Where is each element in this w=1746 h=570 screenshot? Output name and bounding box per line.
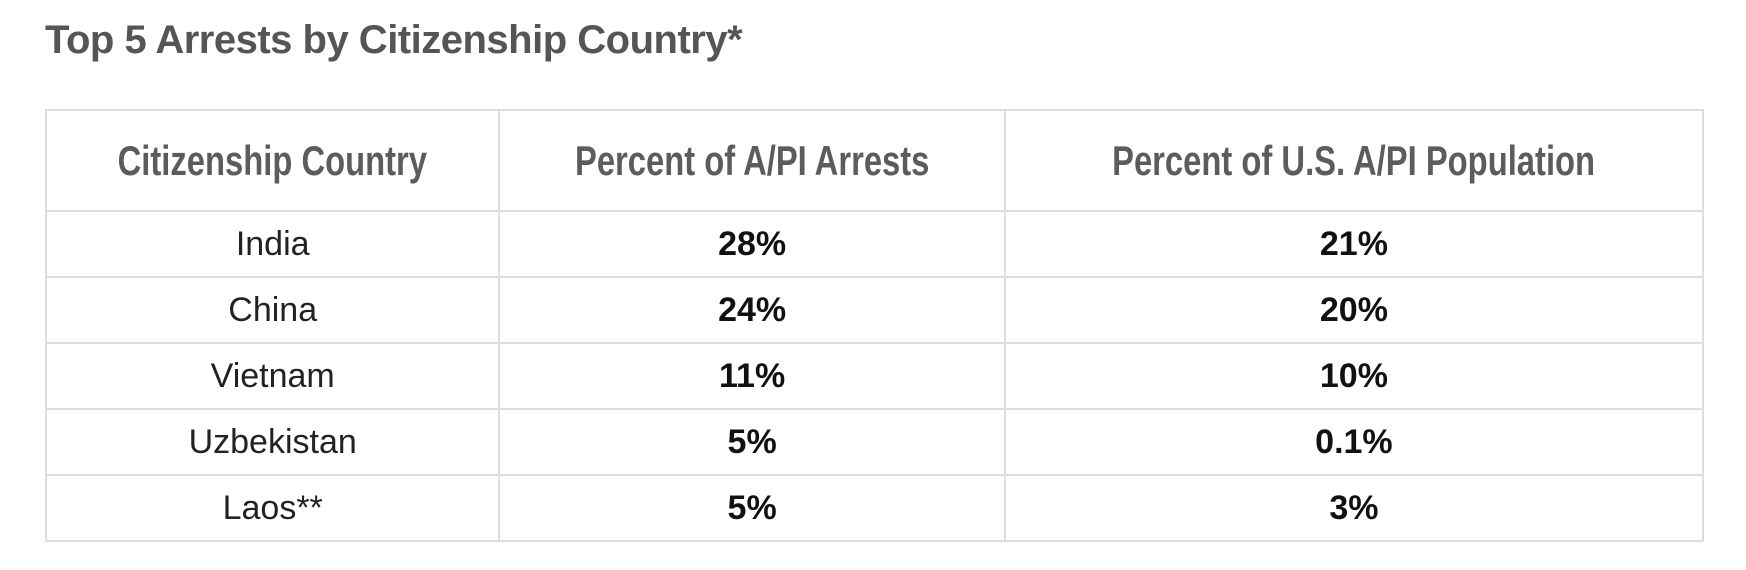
header-cell: Citizenship Country (44, 109, 501, 212)
table-row: China 24% 20% (44, 276, 1705, 344)
table-row: Uzbekistan 5% 0.1% (44, 408, 1705, 476)
header-cell: Percent of A/PI Arrests (498, 109, 1006, 212)
table-row: Laos** 5% 3% (44, 474, 1705, 542)
table-cell: India (44, 210, 501, 278)
table-body: India 28% 21% China 24% 20% Vietnam 11% 10% Uzbek… (44, 210, 1705, 542)
table-row: Vietnam 11% 10% (44, 342, 1705, 410)
table-cell: Vietnam (44, 342, 501, 410)
header-text: Percent of A/PI Arrests (574, 136, 930, 184)
table-cell: 0.1% (1003, 408, 1705, 476)
table-cell: 24% (498, 276, 1006, 344)
title: Top 5 Arrests by Citizenship Country* (45, 18, 743, 62)
table-cell: 5% (498, 474, 1006, 542)
header-text: Citizenship Country (117, 136, 428, 184)
table-cell: China (44, 276, 501, 344)
header-row: Citizenship Country Percent of A/PI Arres… (44, 109, 1705, 212)
table-cell: 28% (498, 210, 1006, 278)
table-row: India 28% 21% (44, 210, 1705, 278)
data-table: Citizenship Country Percent of A/PI Arres… (44, 109, 1705, 542)
table-cell: 21% (1003, 210, 1705, 278)
table-cell: 5% (498, 408, 1006, 476)
table-cell: 20% (1003, 276, 1705, 344)
table-cell: Uzbekistan (44, 408, 501, 476)
header-cell: Percent of U.S. A/PI Population (1003, 109, 1705, 212)
table-cell: 10% (1003, 342, 1705, 410)
table-cell: 11% (498, 342, 1006, 410)
header-text: Percent of U.S. A/PI Population (1112, 136, 1596, 184)
table-cell: 3% (1003, 474, 1705, 542)
table-cell: Laos** (44, 474, 501, 542)
